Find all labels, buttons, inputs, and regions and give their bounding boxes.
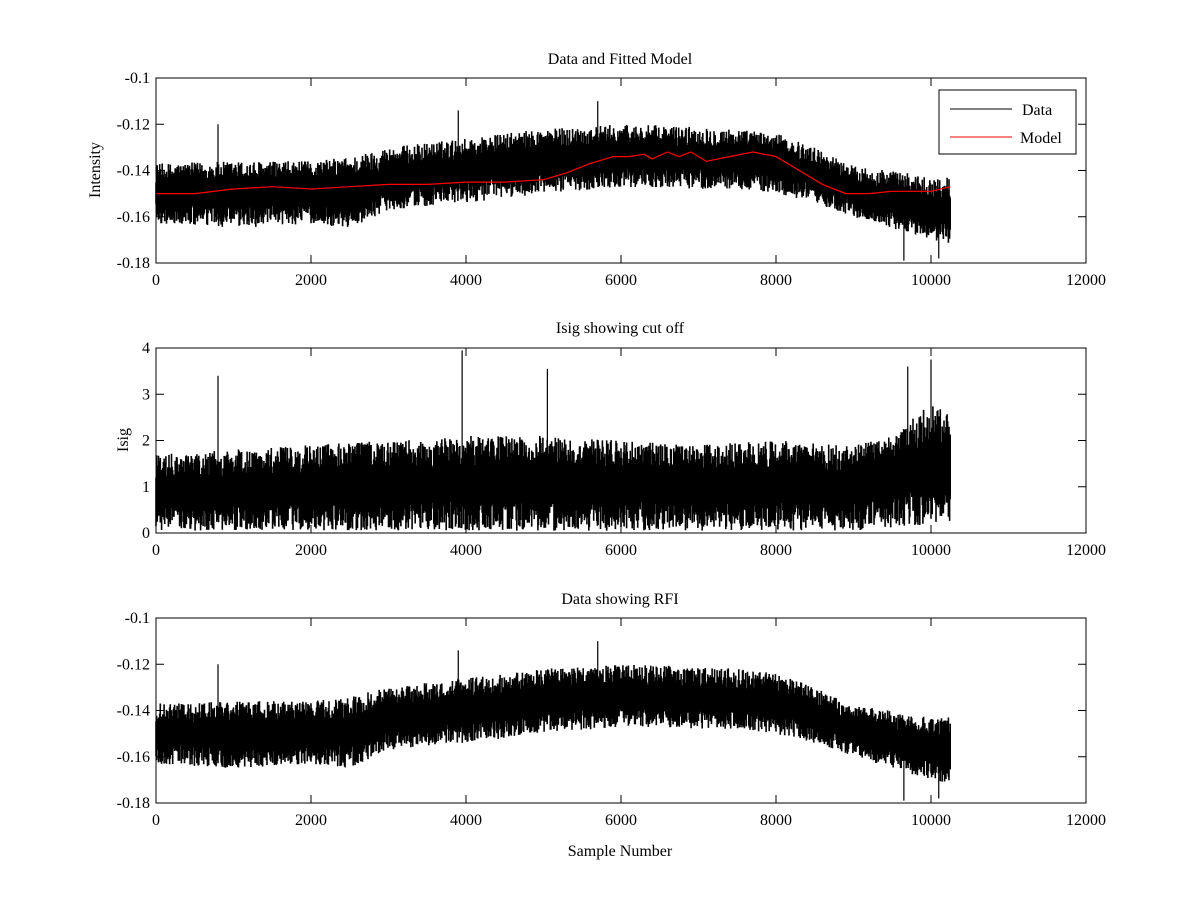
x-tick-label: 10000 — [911, 812, 951, 829]
y-tick-label: -0.18 — [117, 795, 150, 812]
x-tick-label: 4000 — [450, 542, 482, 559]
legend-box — [938, 89, 1077, 155]
x-tick-label: 0 — [152, 542, 160, 559]
x-tick-label: 4000 — [450, 812, 482, 829]
panel-3-ticks: 0 2000 4000 6000 8000 10000 12000 -0.18 -0.16 -0.… — [117, 610, 1106, 829]
x-tick-label: 8000 — [760, 812, 792, 829]
y-tick-label: 1 — [142, 479, 150, 496]
x-tick-label: 10000 — [911, 542, 951, 559]
x-tick-label: 2000 — [295, 542, 327, 559]
panel-3-xlabel: Sample Number — [568, 843, 673, 860]
x-tick-label: 2000 — [295, 272, 327, 289]
x-tick-label: 12000 — [1066, 812, 1106, 829]
x-tick-label: 6000 — [605, 272, 637, 289]
panel-2-title: Isig showing cut off — [556, 320, 685, 337]
panel-2-ylabel: Isig — [115, 428, 132, 452]
y-tick-label: -0.18 — [117, 255, 150, 272]
panel-data-rfi: Data showing RFI 0 2000 4000 6000 8000 10000 1… — [117, 591, 1106, 860]
series-model-line — [156, 151, 951, 195]
panel-2-ticks: 0 2000 4000 6000 8000 10000 12000 0 1 2 3 4 — [142, 340, 1106, 559]
y-tick-label: -0.12 — [117, 116, 150, 133]
x-tick-label: 10000 — [911, 272, 951, 289]
y-tick-label: -0.16 — [117, 209, 150, 226]
panel-isig: Isig showing cut off Isig 0 2000 4000 6000 8… — [115, 320, 1106, 559]
x-tick-label: 8000 — [760, 272, 792, 289]
y-tick-label: -0.12 — [117, 656, 150, 673]
y-tick-label: -0.14 — [117, 703, 150, 720]
panel-3-title: Data showing RFI — [561, 591, 678, 608]
y-tick-label: -0.1 — [125, 610, 150, 627]
legend-data-label: Data — [1022, 102, 1052, 119]
panel-data-and-model: Data and Fitted Model Intensity 0 2000 400… — [87, 51, 1106, 289]
y-tick-label: -0.16 — [117, 749, 150, 766]
x-tick-label: 8000 — [760, 542, 792, 559]
x-tick-label: 0 — [152, 272, 160, 289]
y-tick-label: 3 — [142, 386, 150, 403]
legend: Data Model — [938, 89, 1077, 155]
panel-1-plot — [155, 101, 951, 261]
x-tick-label: 4000 — [450, 272, 482, 289]
y-tick-label: -0.14 — [117, 163, 150, 180]
legend-model-label: Model — [1020, 130, 1062, 147]
panel-1-ticks: 0 2000 4000 6000 8000 10000 12000 -0.18 -0.16 -0.… — [117, 70, 1106, 289]
x-tick-label: 6000 — [605, 542, 637, 559]
y-tick-label: -0.1 — [125, 70, 150, 87]
x-tick-label: 12000 — [1066, 272, 1106, 289]
x-tick-label: 2000 — [295, 812, 327, 829]
y-tick-label: 4 — [142, 340, 150, 357]
x-tick-label: 12000 — [1066, 542, 1106, 559]
panel-1-ylabel: Intensity — [87, 142, 104, 198]
x-tick-label: 6000 — [605, 812, 637, 829]
y-tick-label: 2 — [142, 433, 150, 450]
panel-1-title: Data and Fitted Model — [548, 51, 693, 68]
x-tick-label: 0 — [152, 812, 160, 829]
y-tick-label: 0 — [142, 525, 150, 542]
